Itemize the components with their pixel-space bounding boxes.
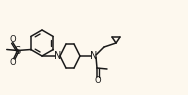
Text: N: N bbox=[90, 51, 98, 61]
Text: N: N bbox=[54, 51, 62, 61]
Text: O: O bbox=[95, 76, 101, 85]
Text: S: S bbox=[15, 46, 21, 55]
Text: O: O bbox=[9, 34, 16, 44]
Text: O: O bbox=[9, 58, 16, 67]
